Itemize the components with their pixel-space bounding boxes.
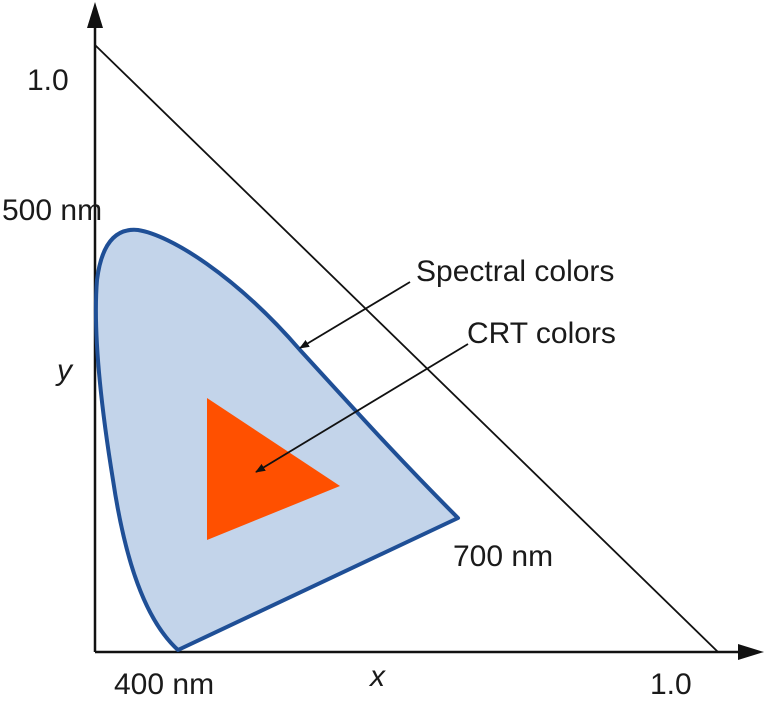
y-axis-arrow <box>87 2 103 28</box>
spectral-colors-label: Spectral colors <box>416 255 614 288</box>
x-axis-label: x <box>368 660 386 693</box>
y-axis-label: y <box>55 354 74 387</box>
crt-colors-pointer <box>255 343 469 473</box>
nm-400-label: 400 nm <box>114 668 214 701</box>
spectral-locus <box>93 227 460 652</box>
nm-700-label: 700 nm <box>453 540 553 573</box>
crt-colors-label: CRT colors <box>467 317 616 350</box>
x-max-label: 1.0 <box>650 668 692 701</box>
crt-gamut-triangle <box>207 398 340 540</box>
unit-diagonal-line <box>94 44 719 653</box>
y-max-label: 1.0 <box>27 64 69 97</box>
nm-500-label: 500 nm <box>2 194 102 227</box>
x-axis-arrow <box>738 644 764 660</box>
spectral-colors-pointer <box>299 281 411 349</box>
